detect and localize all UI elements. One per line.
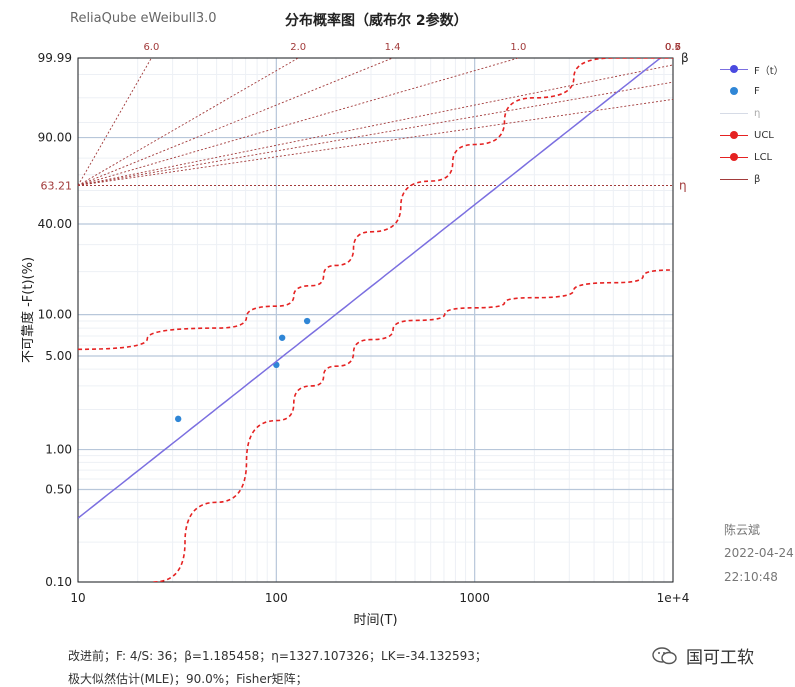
beta-guide-label: 1.0 (510, 42, 526, 53)
legend-label-fit: F（t） (754, 65, 784, 77)
plot-series-group (78, 58, 673, 582)
legend-swatch-eta (720, 106, 748, 120)
y-tick-label: 99.99 (38, 51, 72, 65)
eta-axis-label: 63.21 (41, 179, 73, 192)
watermark: 国可工软 (652, 643, 754, 668)
beta-guide-label: 2.0 (290, 42, 306, 53)
legend-item-lcl: LCL (720, 146, 784, 168)
y-tick-label: 5.00 (45, 349, 72, 363)
chart-legend: F（t） F η UCL LCL β (720, 58, 784, 190)
beta-marker: β (681, 51, 689, 65)
x-tick-label: 1000 (459, 591, 490, 605)
eta-marker: η (679, 178, 687, 192)
x-axis-label: 时间(T) (353, 613, 397, 628)
y-tick-label: 10.00 (38, 308, 72, 322)
legend-swatch-beta (720, 172, 748, 186)
chart-title: 分布概率图（威布尔 2参数） (285, 13, 468, 29)
legend-item-beta: β (720, 168, 784, 190)
footer-params: 改进前；F: 4/S: 36；β=1.185458；η=1327.107326；… (68, 649, 487, 663)
legend-item-eta: η (720, 102, 784, 124)
x-tick-label: 1e+4 (657, 591, 690, 605)
y-tick-label: 40.00 (38, 217, 72, 231)
data-point (174, 415, 182, 423)
beta-guide-line (77, 57, 299, 186)
legend-label-beta: β (754, 173, 761, 185)
legend-swatch-fit (720, 62, 748, 76)
beta-guide-line (77, 57, 393, 186)
watermark-text: 国可工软 (686, 648, 754, 668)
wechat-icon (652, 646, 677, 664)
signature-author: 陈云斌 (724, 523, 761, 537)
y-tick-label: 90.00 (38, 131, 72, 145)
app-title: ReliaQube eWeibull3.0 (70, 11, 217, 26)
beta-guide-label: 6.0 (143, 42, 159, 53)
ucl-line (78, 58, 673, 351)
x-tick-label: 100 (265, 591, 288, 605)
legend-label-ucl: UCL (754, 129, 774, 141)
x-tick-label: 10 (70, 591, 85, 605)
legend-swatch-points (720, 84, 748, 98)
legend-label-points: F (754, 85, 760, 97)
legend-swatch-lcl (720, 150, 748, 164)
beta-guide-label: 0.5 (665, 42, 681, 53)
legend-item-ucl: UCL (720, 124, 784, 146)
legend-swatch-ucl (720, 128, 748, 142)
lcl-line (153, 269, 673, 582)
beta-guide-label: 0.7 (665, 42, 681, 53)
beta-guide-label: 0.6 (665, 42, 681, 53)
beta-guide-line (77, 57, 152, 186)
footer-method: 极大似然估计(MLE)；90.0%；Fisher矩阵； (68, 672, 308, 686)
beta-guide-line (77, 81, 674, 186)
beta-guide-label: 1.4 (385, 42, 401, 53)
y-axis-label: 不可靠度 -F(t)(%) (20, 257, 36, 363)
data-point (303, 317, 311, 325)
signature-time: 22:10:48 (724, 570, 778, 584)
beta-guide-line (77, 98, 674, 186)
data-point (278, 334, 286, 341)
fit-line (78, 58, 662, 519)
y-tick-label: 0.10 (45, 575, 72, 589)
legend-item-points: F (720, 80, 784, 102)
beta-guide-line (77, 57, 519, 186)
legend-label-eta: η (754, 107, 761, 119)
legend-item-fit: F（t） (720, 58, 784, 80)
beta-guide-line (77, 64, 674, 186)
plot-frame (77, 57, 674, 583)
signature-date: 2022-04-24 (724, 546, 794, 560)
y-tick-label: 0.50 (45, 482, 72, 496)
legend-label-lcl: LCL (754, 151, 773, 163)
y-tick-label: 1.00 (45, 443, 72, 457)
